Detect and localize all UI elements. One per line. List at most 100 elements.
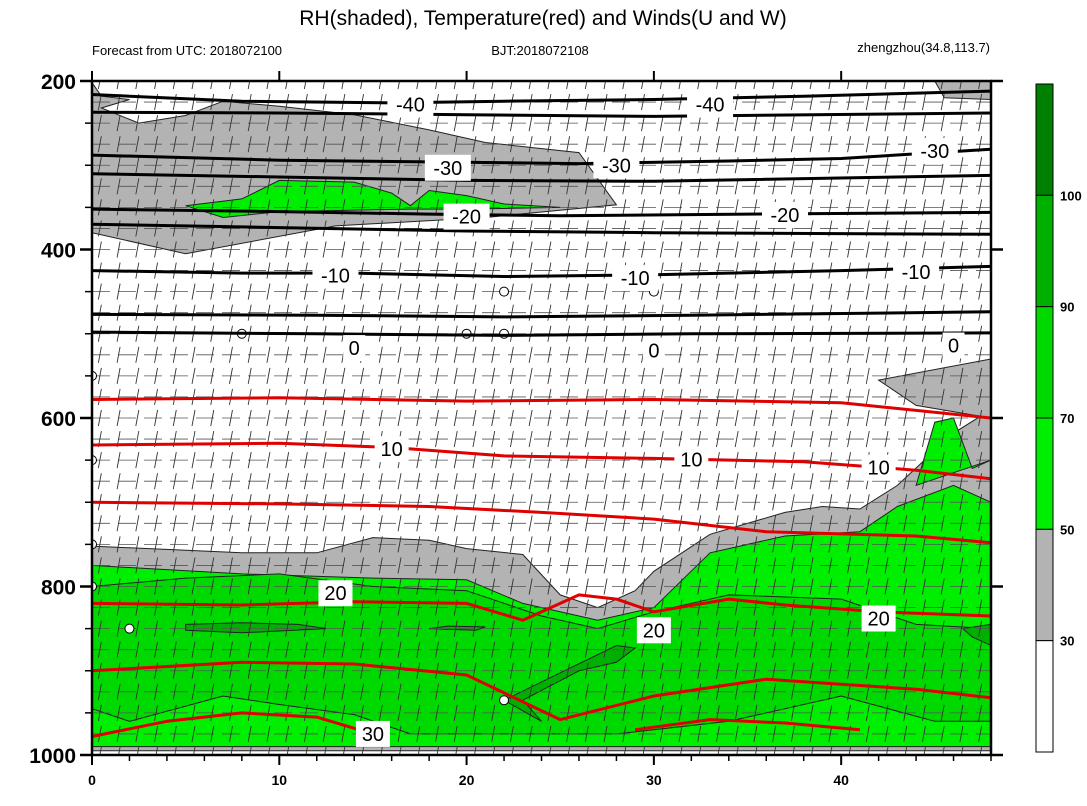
wind-barb bbox=[509, 641, 514, 658]
wind-barb bbox=[154, 346, 158, 363]
contour-label-text: 10 bbox=[868, 458, 890, 480]
wind-barb bbox=[940, 641, 945, 658]
wind-barb bbox=[641, 536, 645, 553]
wind-barb bbox=[622, 704, 627, 721]
wind-barb bbox=[491, 725, 496, 743]
wind-barb bbox=[135, 662, 140, 679]
wind-barb bbox=[922, 536, 926, 553]
wind-barbs-layer bbox=[92, 81, 991, 755]
wind-barb bbox=[697, 430, 702, 448]
wind-barb bbox=[566, 683, 571, 700]
wind-barb bbox=[97, 283, 102, 300]
wind-barb bbox=[903, 641, 908, 658]
wind-barb bbox=[303, 346, 308, 363]
wind-barb bbox=[847, 136, 851, 153]
wind-barb bbox=[154, 473, 158, 490]
wind-barb bbox=[809, 81, 813, 90]
wind-barb bbox=[697, 241, 702, 258]
wind-barb bbox=[210, 473, 215, 490]
wind-barb bbox=[285, 178, 290, 195]
wind-barb bbox=[191, 683, 196, 700]
wind-barb bbox=[303, 283, 308, 300]
wind-barb bbox=[247, 81, 251, 90]
wind-barb bbox=[772, 473, 777, 490]
wind-barb bbox=[678, 367, 683, 384]
x-tick-label: 20 bbox=[459, 772, 475, 788]
wind-barb bbox=[322, 304, 327, 321]
wind-barb bbox=[641, 409, 645, 427]
wind-barb bbox=[266, 241, 271, 258]
wind-barb bbox=[940, 93, 945, 111]
wind-barb bbox=[678, 136, 683, 153]
wind-barb bbox=[172, 473, 177, 490]
wind-barb bbox=[266, 662, 271, 679]
wind-barb bbox=[753, 304, 758, 321]
wind-barb bbox=[191, 536, 196, 553]
wind-barb bbox=[940, 704, 945, 721]
wind-barb bbox=[491, 81, 494, 90]
wind-barb bbox=[809, 283, 814, 300]
wind-barb bbox=[266, 599, 271, 616]
wind-barb bbox=[678, 115, 683, 132]
wind-barb bbox=[266, 641, 271, 658]
wind-barb bbox=[97, 409, 102, 427]
wind-barb bbox=[903, 157, 908, 174]
wind-barb bbox=[210, 367, 215, 384]
wind-barb bbox=[528, 388, 533, 406]
wind-barb bbox=[584, 599, 589, 616]
wind-barb bbox=[809, 367, 814, 384]
wind-barb bbox=[603, 536, 608, 553]
wind-barb bbox=[828, 367, 833, 384]
wind-barb bbox=[135, 115, 140, 132]
wind-barb bbox=[959, 683, 964, 700]
wind-barb bbox=[697, 620, 702, 637]
temperature-contours-layer bbox=[92, 89, 991, 738]
wind-barb bbox=[884, 725, 889, 743]
wind-barb bbox=[154, 662, 158, 679]
wind-barb bbox=[135, 388, 140, 406]
wind-barb bbox=[509, 325, 514, 342]
wind-barb bbox=[715, 641, 720, 658]
wind-barb bbox=[904, 746, 908, 755]
wind-barb bbox=[847, 178, 851, 195]
wind-barb bbox=[717, 746, 720, 755]
wind-barb bbox=[491, 557, 496, 574]
wind-barb bbox=[435, 683, 439, 700]
wind-barb bbox=[847, 409, 851, 427]
wind-barb bbox=[416, 81, 419, 90]
wind-barb bbox=[697, 283, 702, 300]
wind-barb bbox=[659, 81, 663, 90]
wind-barb bbox=[303, 452, 308, 469]
wind-barb bbox=[715, 515, 720, 532]
wind-barb bbox=[622, 367, 627, 384]
wind-barb bbox=[659, 578, 664, 595]
wind-barb bbox=[453, 515, 458, 532]
wind-barb bbox=[397, 557, 402, 574]
wind-barb bbox=[790, 367, 795, 384]
wind-barb bbox=[584, 81, 588, 90]
wind-barb bbox=[472, 157, 477, 174]
wind-barb bbox=[566, 430, 571, 448]
wind-barb bbox=[978, 388, 983, 406]
wind-barb bbox=[847, 157, 851, 174]
wind-barb bbox=[772, 683, 777, 700]
wind-barb bbox=[960, 746, 964, 755]
wind-barb bbox=[172, 515, 177, 532]
wind-barb bbox=[715, 409, 720, 427]
wind-barb bbox=[472, 704, 477, 721]
wind-barb bbox=[865, 409, 870, 427]
wind-barb bbox=[547, 473, 552, 490]
wind-barb bbox=[884, 241, 889, 258]
wind-barb bbox=[659, 704, 664, 721]
wind-barb bbox=[884, 157, 889, 174]
wind-barb bbox=[978, 662, 983, 679]
wind-barb bbox=[436, 746, 439, 755]
wind-barb bbox=[622, 620, 627, 637]
wind-barb bbox=[603, 81, 607, 90]
wind-barb bbox=[135, 220, 140, 237]
wind-barb bbox=[940, 578, 945, 595]
rh-region bbox=[502, 644, 637, 722]
wind-barb bbox=[435, 409, 439, 427]
contour-label: -20 bbox=[761, 201, 808, 228]
wind-barb bbox=[285, 241, 290, 258]
